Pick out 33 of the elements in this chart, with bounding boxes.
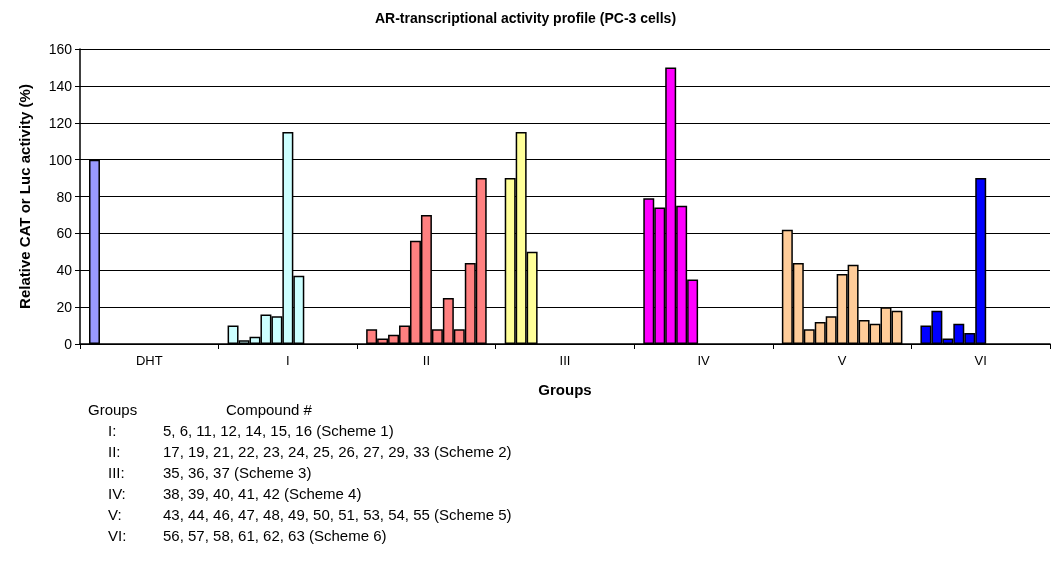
- x-tick-label: DHT: [135, 353, 163, 368]
- x-axis-title: Groups: [538, 381, 592, 398]
- text: Groups: [88, 401, 138, 418]
- y-tick-label: 20: [56, 299, 73, 316]
- y-tick-label: 40: [56, 262, 73, 279]
- x-tick-label: I: [286, 353, 290, 368]
- text: 56, 57, 58, 61, 62, 63 (Scheme 6): [163, 527, 387, 544]
- x-tick-label: V: [837, 353, 847, 368]
- y-tick-label: 140: [48, 77, 73, 94]
- text: 35, 36, 37 (Scheme 3): [163, 464, 312, 481]
- text: 43, 44, 46, 47, 48, 49, 50, 51, 53, 54, 55 (Scheme 5): [163, 506, 512, 523]
- y-axis-title: Relative CAT or Luc activity (%): [16, 84, 33, 309]
- chart-title: AR-transcriptional activity profile (PC-3 cells): [374, 10, 677, 26]
- text: I:: [108, 422, 117, 439]
- y-tick-label: 80: [56, 188, 73, 205]
- y-tick-label: 0: [64, 336, 73, 352]
- text: IV:: [108, 485, 126, 502]
- x-tick-label: II: [422, 353, 431, 368]
- text: II:: [108, 443, 121, 460]
- y-tick-label: 160: [48, 41, 73, 57]
- text: 38, 39, 40, 41, 42 (Scheme 4): [163, 485, 362, 502]
- y-tick-label: 120: [48, 114, 73, 131]
- text: Compound #: [226, 401, 313, 418]
- x-tick-label: IV: [697, 353, 711, 368]
- y-tick-label: 100: [48, 151, 73, 168]
- text: 5, 6, 11, 12, 14, 15, 16 (Scheme 1): [163, 422, 394, 439]
- x-tick-label: III: [559, 353, 571, 368]
- y-tick-label: 60: [56, 225, 73, 242]
- x-tick-label: VI: [974, 353, 987, 368]
- text: VI:: [108, 527, 127, 544]
- text: 17, 19, 21, 22, 23, 24, 25, 26, 27, 29, 33 (Scheme 2): [163, 443, 512, 460]
- text: V:: [108, 506, 122, 523]
- text: III:: [108, 464, 125, 481]
